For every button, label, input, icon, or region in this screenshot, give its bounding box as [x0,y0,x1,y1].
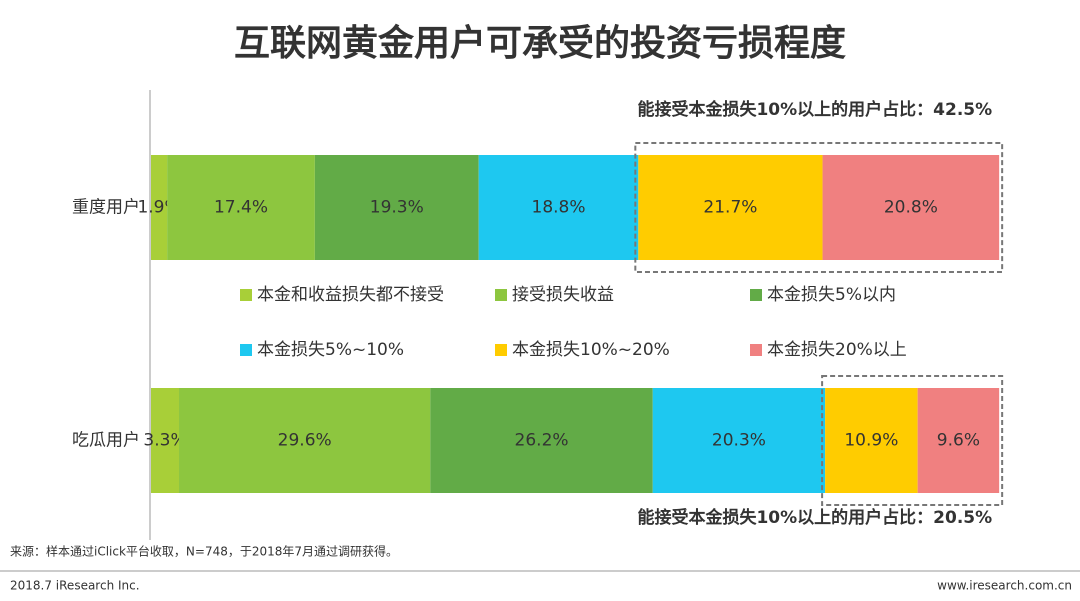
value-label: 26.2% [515,431,569,451]
legend-label: 本金损失5%~10% [257,340,404,360]
legend-swatch [240,344,252,356]
legend-swatch [240,289,252,301]
bar-segment [430,388,653,493]
bar-segment [167,155,315,260]
legend-label: 接受损失收益 [512,285,614,305]
footer-left: 2018.7 iResearch Inc. [10,579,140,593]
source-note: 来源：样本通过iClick平台收取，N=748，于2018年7月通过调研获得。 [10,544,398,559]
chart-title: 互联网黄金用户可承受的投资亏损程度 [234,22,846,64]
legend-label: 本金和收益损失都不接受 [257,285,444,305]
annotation: 能接受本金损失10%以上的用户占比：42.5% [637,99,992,120]
bar-segment [638,155,823,260]
bar-segment [179,388,431,493]
legend-swatch [495,344,507,356]
value-label: 17.4% [214,198,268,218]
annotation: 能接受本金损失10%以上的用户占比：20.5% [637,507,992,528]
bar-segment [825,388,918,493]
value-label: 20.8% [884,198,938,218]
legend-swatch [750,344,762,356]
legend-swatch [750,289,762,301]
value-label: 18.8% [532,198,586,218]
value-label: 19.3% [370,198,424,218]
bar-segment [478,155,639,260]
legend-label: 本金损失10%~20% [512,340,670,360]
value-label: 9.6% [937,431,980,451]
value-label: 20.3% [712,431,766,451]
legend-label: 本金损失20%以上 [767,340,907,360]
legend-swatch [495,289,507,301]
bar-segment [314,155,479,260]
bar-segment [151,388,180,493]
bar-segment [822,155,1000,260]
value-label: 3.3% [143,431,186,451]
legend-label: 本金损失5%以内 [767,285,896,305]
value-label: 29.6% [278,431,332,451]
bar-segment [151,155,168,260]
value-label: 21.7% [703,198,757,218]
bar-segment [652,388,826,493]
bar-segment [917,388,1000,493]
category-label: 吃瓜用户 [72,431,140,451]
category-label: 重度用户 [72,198,140,218]
highlight-box [821,375,1004,506]
value-label: 10.9% [844,431,898,451]
footer-right: www.iresearch.com.cn [937,579,1072,593]
